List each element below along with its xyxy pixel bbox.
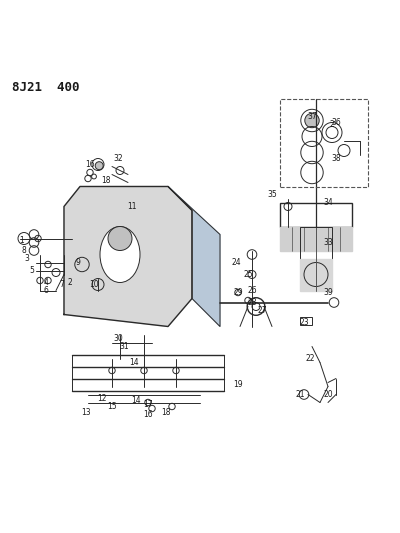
Text: 23: 23	[299, 318, 309, 327]
Text: 22: 22	[305, 354, 315, 363]
Text: 27: 27	[257, 306, 267, 315]
Text: 36: 36	[331, 118, 341, 127]
Circle shape	[95, 161, 103, 169]
Ellipse shape	[108, 227, 132, 251]
Text: 1: 1	[20, 236, 24, 245]
Text: 15: 15	[107, 402, 117, 411]
Bar	[280, 203, 352, 227]
Polygon shape	[168, 187, 220, 327]
Text: 37: 37	[307, 112, 317, 121]
Text: 13: 13	[81, 408, 91, 417]
Polygon shape	[64, 187, 192, 327]
Text: 18: 18	[101, 176, 111, 185]
Text: 17: 17	[143, 400, 153, 409]
Text: 28: 28	[247, 298, 257, 307]
Text: 8J21  400: 8J21 400	[12, 80, 80, 93]
Text: 14: 14	[129, 358, 139, 367]
Text: 39: 39	[323, 288, 333, 297]
Text: 38: 38	[331, 154, 341, 163]
Text: 3: 3	[25, 254, 30, 263]
Text: 32: 32	[113, 154, 123, 163]
Bar	[300, 317, 312, 325]
Text: 34: 34	[323, 198, 333, 207]
Text: 8: 8	[22, 246, 26, 255]
Text: 16: 16	[85, 160, 95, 169]
Text: 20: 20	[323, 390, 333, 399]
Text: 16: 16	[143, 410, 153, 419]
Text: 11: 11	[127, 202, 137, 211]
Text: 6: 6	[44, 286, 48, 295]
Text: 35: 35	[267, 190, 277, 199]
Text: 29: 29	[233, 288, 243, 297]
Text: 26: 26	[247, 286, 257, 295]
Text: 18: 18	[161, 408, 171, 417]
Text: 14: 14	[131, 396, 141, 405]
Text: 2: 2	[68, 278, 72, 287]
Text: 33: 33	[323, 238, 333, 247]
Text: 9: 9	[76, 258, 80, 267]
Circle shape	[305, 114, 319, 128]
Text: 31: 31	[119, 342, 129, 351]
Text: 25: 25	[243, 270, 253, 279]
Ellipse shape	[100, 227, 140, 282]
Text: 10: 10	[89, 280, 99, 289]
Text: 5: 5	[30, 266, 34, 275]
Text: 21: 21	[295, 390, 305, 399]
Text: 2: 2	[330, 120, 334, 129]
Text: 12: 12	[97, 394, 107, 403]
Text: 30: 30	[113, 334, 123, 343]
Polygon shape	[300, 259, 332, 290]
Text: 7: 7	[60, 280, 64, 289]
Text: 4: 4	[44, 278, 48, 287]
Polygon shape	[280, 227, 352, 251]
Text: 19: 19	[233, 380, 243, 389]
Text: 24: 24	[231, 258, 241, 267]
Bar	[300, 227, 332, 259]
